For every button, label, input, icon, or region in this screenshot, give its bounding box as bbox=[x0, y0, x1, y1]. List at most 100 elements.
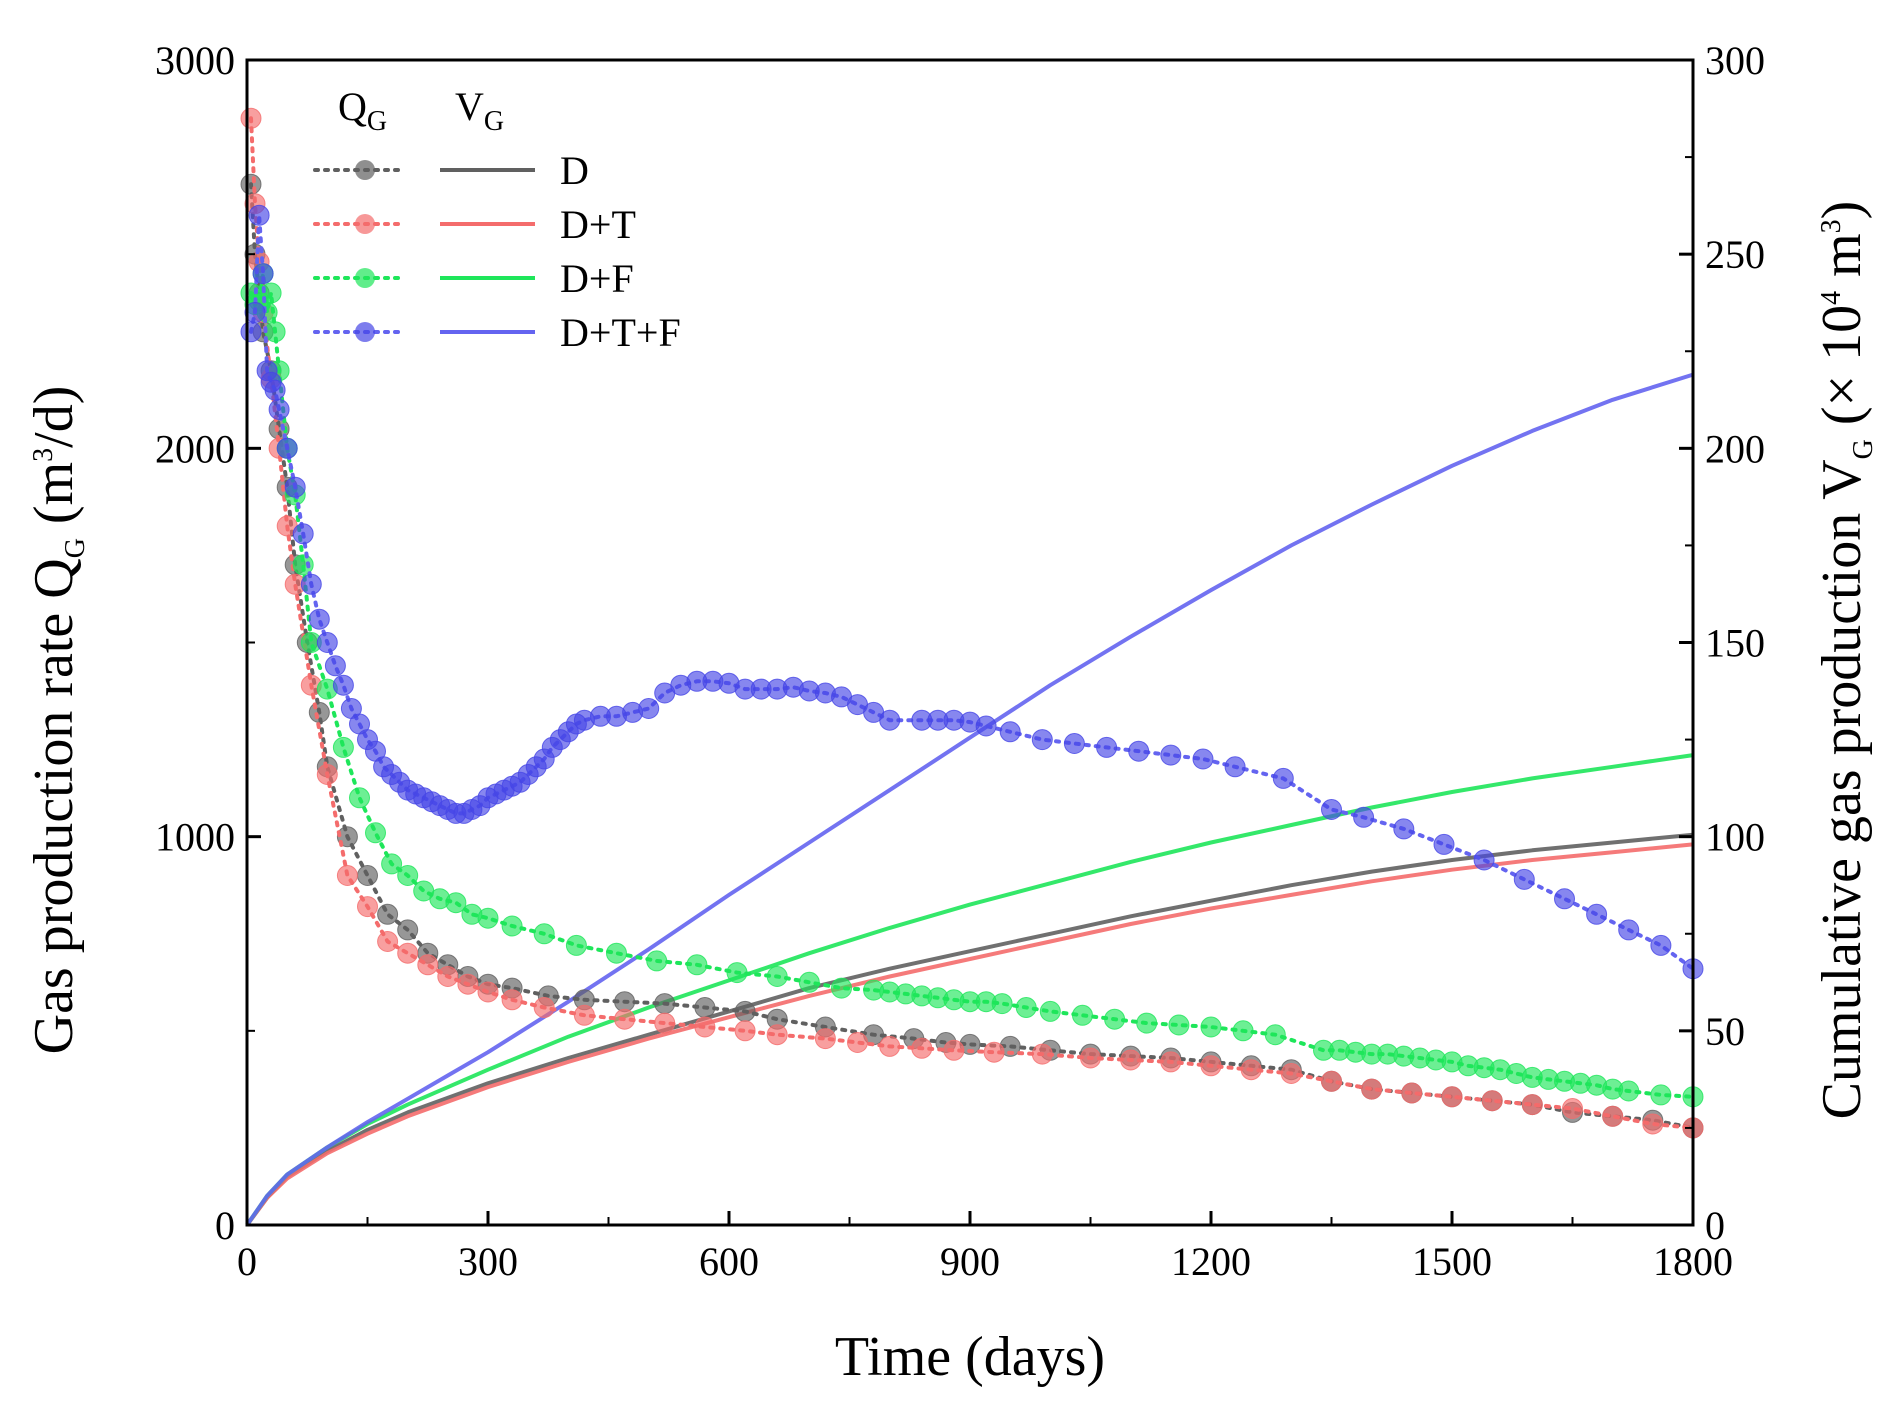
rate-point-d-t-f bbox=[240, 321, 262, 343]
rate-point-d-t-f bbox=[284, 476, 306, 498]
rate-point-d-f bbox=[477, 907, 499, 929]
rate-point-d-t bbox=[501, 989, 523, 1011]
rate-point-d-f bbox=[798, 971, 820, 993]
x-tick-label: 1200 bbox=[1171, 1239, 1251, 1284]
rate-point-d-t-f bbox=[1063, 733, 1085, 754]
rate-point-d-f bbox=[332, 736, 354, 758]
y-right-unit-sup2: 3 bbox=[1816, 219, 1847, 233]
rate-point-d-t-f bbox=[1272, 767, 1294, 789]
rate-point-d-t bbox=[316, 764, 338, 785]
legend: QG VG D D+T D+F D+T+F bbox=[313, 84, 681, 355]
rate-point-d-t-f bbox=[975, 715, 997, 737]
rate-point-d-f bbox=[533, 923, 555, 945]
rate-point-d-t bbox=[1200, 1055, 1222, 1077]
legend-rate-marker-d bbox=[355, 160, 375, 180]
rate-point-d-f bbox=[686, 954, 708, 976]
rate-point-d-f bbox=[349, 787, 370, 809]
rate-point-d-t bbox=[734, 1020, 756, 1042]
rate-point-d-t bbox=[1160, 1051, 1182, 1073]
rate-point-d-t-f bbox=[1554, 888, 1575, 910]
rate-point-d-t bbox=[457, 973, 479, 995]
rate-point-d bbox=[654, 993, 676, 1015]
rate-point-d-f bbox=[1072, 1004, 1093, 1026]
x-tick-label: 300 bbox=[458, 1239, 518, 1284]
legend-header-v: VG bbox=[455, 84, 504, 137]
rate-point-d-t bbox=[437, 966, 459, 987]
rate-point-d-t-f bbox=[1473, 849, 1495, 871]
rate-point-d-t-f bbox=[1321, 799, 1342, 820]
rate-point-d-t-f bbox=[1618, 919, 1640, 941]
rate-point-d-t bbox=[614, 1008, 636, 1030]
rate-point-d bbox=[377, 903, 399, 925]
rate-point-d-f bbox=[1039, 1000, 1061, 1022]
y-right-main: Cumulative gas production V bbox=[1811, 459, 1873, 1119]
rate-point-d-f bbox=[1618, 1080, 1640, 1102]
rate-point-d-t bbox=[1602, 1105, 1624, 1127]
y-right-tick-label: 0 bbox=[1705, 1203, 1725, 1248]
rate-point-d-f bbox=[381, 853, 403, 875]
cumulative-line-d bbox=[245, 832, 1694, 1227]
rate-point-d bbox=[308, 701, 330, 723]
rate-point-d-f bbox=[1015, 997, 1037, 1018]
x-tick-label: 1800 bbox=[1653, 1239, 1733, 1284]
rate-point-d bbox=[694, 997, 716, 1018]
rate-point-d-t bbox=[911, 1037, 933, 1059]
legend-rate-marker-d-f bbox=[355, 268, 375, 288]
rate-point-d-f bbox=[646, 950, 668, 972]
y-left-tick-label: 3000 bbox=[155, 38, 235, 83]
rate-point-d-t bbox=[377, 931, 399, 952]
rate-point-d bbox=[357, 865, 378, 886]
y-right-tick-label: 50 bbox=[1705, 1009, 1745, 1054]
y-right-tick-label: 250 bbox=[1705, 232, 1765, 277]
y-right-tick-label: 100 bbox=[1705, 815, 1765, 860]
rate-point-d-t-f bbox=[1650, 934, 1672, 956]
rate-point-d bbox=[240, 173, 262, 195]
legend-label-d-t: D+T bbox=[560, 202, 636, 247]
rate-point-d-t bbox=[573, 1004, 595, 1026]
x-tick-label: 600 bbox=[699, 1239, 759, 1284]
rate-point-d-t-f bbox=[1096, 736, 1118, 758]
rate-point-d-f bbox=[606, 942, 627, 964]
rate-point-d-t bbox=[477, 981, 499, 1003]
rate-point-d-t bbox=[1401, 1082, 1423, 1104]
rate-point-d-t-f bbox=[308, 608, 330, 630]
rate-point-d-t-f bbox=[324, 655, 346, 677]
rate-point-d-t bbox=[879, 1035, 901, 1057]
y-right-unit-mid: m bbox=[1811, 233, 1873, 291]
rate-point-d-t-f bbox=[276, 437, 298, 459]
legend-header-q: QG bbox=[338, 84, 387, 137]
y-right-sub: G bbox=[1848, 439, 1879, 459]
rate-point-d-t-f bbox=[292, 523, 314, 545]
y-right-tick-label: 150 bbox=[1705, 621, 1765, 666]
x-tick-label: 1500 bbox=[1412, 1239, 1492, 1284]
rate-point-d-t-f bbox=[300, 573, 322, 595]
rate-point-d-f bbox=[365, 822, 386, 844]
rate-point-d-t bbox=[814, 1028, 836, 1050]
legend-label-d-t-f: D+T+F bbox=[560, 310, 681, 355]
rate-point-d-t-f bbox=[999, 721, 1021, 743]
rate-point-d-t bbox=[240, 107, 262, 129]
rate-point-d-f bbox=[397, 865, 419, 886]
rate-point-d-f bbox=[726, 962, 748, 984]
rate-point-d-f bbox=[831, 977, 852, 999]
rate-point-d-t-f bbox=[332, 674, 354, 696]
y-axis-right-label: Cumulative gas production VG (× 104 m3) bbox=[1811, 201, 1879, 1120]
rate-point-d-t bbox=[336, 865, 358, 886]
cumulative-line-d-t-f bbox=[245, 372, 1694, 1227]
x-tick-label: 900 bbox=[940, 1239, 1000, 1284]
rate-point-d-t bbox=[766, 1024, 788, 1046]
rate-point-d-t bbox=[1481, 1090, 1503, 1112]
rate-point-d-t bbox=[1321, 1070, 1342, 1092]
rate-point-d-t bbox=[357, 896, 378, 918]
y-axis-left-label-group: Gas production rate QG (m3/d) bbox=[23, 386, 91, 1055]
y-left-tick-label: 2000 bbox=[155, 426, 235, 471]
rate-point-d-t bbox=[417, 954, 439, 976]
rate-point-d-t-f bbox=[1513, 868, 1535, 890]
rate-point-d-f bbox=[264, 321, 286, 343]
rate-point-d bbox=[734, 1000, 756, 1022]
rate-point-d-t bbox=[943, 1039, 965, 1061]
rate-point-d-t bbox=[397, 942, 419, 964]
y-right-unit-pre: (× 10 bbox=[1811, 305, 1873, 439]
rate-point-d-f bbox=[1650, 1084, 1672, 1106]
